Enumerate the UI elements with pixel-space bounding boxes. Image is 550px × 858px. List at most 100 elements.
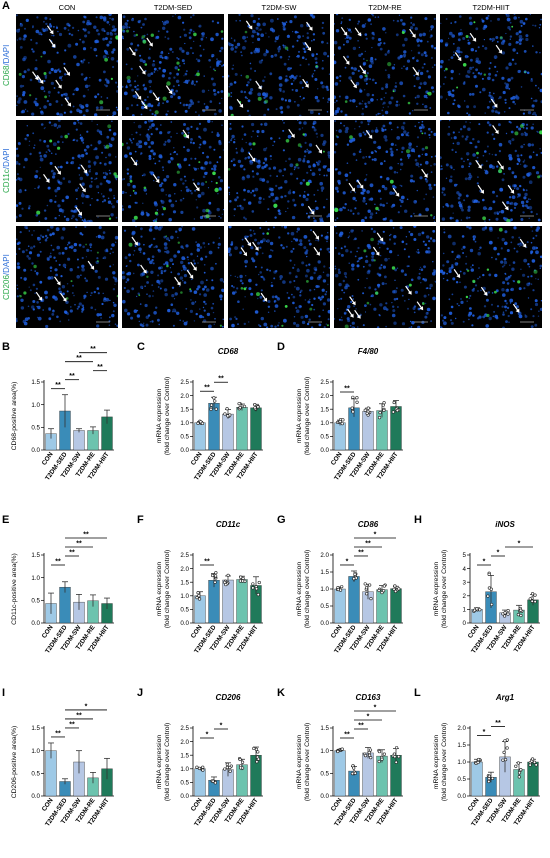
bar-t2dm-sw	[362, 752, 374, 797]
y-tick-label: 0.5	[31, 771, 40, 778]
chart-svg: K CD163 mRNA expression(fold change over C…	[277, 687, 403, 828]
data-point	[196, 421, 200, 425]
chart-title: CD68	[218, 347, 239, 356]
chart-panel-g: G CD86 mRNA expression(fold change over Co…	[275, 513, 420, 673]
y-tick-label: 0.5	[320, 434, 329, 441]
data-point	[353, 572, 357, 576]
data-point	[517, 771, 522, 775]
bar-t2dm-sed	[348, 576, 360, 624]
y-tick-label: 1.0	[320, 586, 329, 593]
chart-svg: F CD11c mRNA expression(fold change over C…	[137, 514, 263, 655]
micrograph-image	[440, 226, 542, 328]
bar-con	[334, 422, 346, 451]
data-point	[211, 779, 215, 783]
y-tick-label: 1.0	[320, 420, 329, 427]
y-tick-label: 0.0	[457, 793, 466, 800]
micrograph-0-2	[228, 14, 330, 116]
data-point	[369, 596, 373, 601]
data-point	[475, 607, 479, 611]
data-point	[395, 746, 399, 750]
column-label-con: CON	[58, 3, 76, 12]
data-point	[341, 418, 345, 422]
row-stain-cd11c: /DAPI	[2, 148, 11, 170]
chart-svg: D F4/80 mRNA expression(fold change over C…	[277, 341, 403, 482]
y-tick-label: 2.0	[180, 393, 189, 400]
data-point	[487, 572, 491, 577]
significance-label: **	[55, 559, 61, 566]
data-point	[397, 755, 401, 759]
data-point	[351, 395, 355, 399]
chart-svg: C CD68 mRNA expression(fold change over Co…	[137, 341, 263, 482]
data-point	[213, 580, 217, 584]
data-point	[340, 747, 344, 751]
significance-label: **	[495, 720, 501, 727]
micrograph-2-1	[122, 226, 224, 328]
y-axis-label: mRNA expression(fold change over Control…	[156, 550, 171, 629]
y-tick-label: 2.5	[180, 379, 189, 386]
data-point	[487, 776, 491, 781]
y-tick-label: 1.5	[180, 406, 189, 413]
row-stain-cd206: /DAPI	[2, 254, 11, 275]
significance-label: **	[76, 712, 82, 719]
significance-label: **	[218, 376, 224, 383]
data-point	[378, 411, 382, 415]
data-point	[503, 757, 508, 762]
data-point	[195, 765, 199, 769]
micrograph-image	[228, 120, 330, 222]
chart-panel-f: F CD11c mRNA expression(fold change over C…	[135, 513, 280, 673]
data-point	[225, 407, 229, 411]
data-point	[352, 577, 356, 581]
bar-t2dm-hiit	[250, 407, 262, 451]
y-tick-label: 0.0	[31, 447, 40, 454]
chart-panel-d: D F4/80 mRNA expression(fold change over C…	[275, 340, 420, 500]
y-tick-label: 0.0	[320, 447, 329, 454]
micrograph-image	[334, 226, 436, 328]
micrograph-1-3	[334, 120, 436, 222]
data-point	[382, 408, 386, 413]
micrograph-0-0	[16, 14, 118, 116]
y-axis-label: mRNA expression(fold change over Control…	[296, 377, 311, 456]
data-point	[209, 407, 213, 411]
data-point	[199, 420, 203, 424]
data-point	[489, 587, 493, 591]
significance-label: **	[358, 723, 364, 730]
data-point	[251, 586, 255, 590]
data-point	[239, 575, 243, 579]
data-point	[256, 750, 260, 754]
data-point	[530, 757, 535, 761]
y-tick-label: 1.0	[180, 593, 189, 600]
y-tick-label: 0.5	[180, 607, 189, 614]
bar-con	[471, 761, 483, 797]
significance-label: *	[85, 703, 88, 710]
y-tick-label: 2.5	[320, 379, 329, 386]
micrograph-image	[228, 226, 330, 328]
y-tick-label: 0.0	[320, 620, 329, 627]
data-point	[351, 410, 355, 414]
bar-con	[334, 750, 346, 797]
data-point	[228, 765, 232, 770]
micrograph-image	[334, 120, 436, 222]
data-point	[476, 760, 480, 765]
y-tick-label: 1.5	[320, 406, 329, 413]
chart-title: CD206	[216, 693, 241, 702]
data-point	[196, 591, 200, 595]
significance-label: *	[483, 559, 486, 566]
micrograph-1-1	[122, 120, 224, 222]
data-point	[392, 587, 396, 591]
panel-letter-a: A	[2, 0, 10, 12]
y-tick-label: 4	[463, 566, 467, 573]
panel-letter-d: D	[277, 341, 285, 353]
bar-con	[334, 588, 346, 624]
micrograph-image	[440, 14, 542, 116]
data-point	[225, 762, 229, 766]
data-point	[377, 415, 382, 420]
micrograph-image	[16, 14, 118, 116]
data-point	[519, 608, 523, 612]
significance-label: **	[55, 730, 61, 737]
data-point	[490, 602, 494, 607]
data-point	[353, 771, 357, 775]
data-point	[240, 760, 245, 764]
micrograph-image	[122, 14, 224, 116]
row-label-cd206: CD206/DAPI	[2, 226, 16, 328]
panel-letter-g: G	[277, 514, 286, 526]
